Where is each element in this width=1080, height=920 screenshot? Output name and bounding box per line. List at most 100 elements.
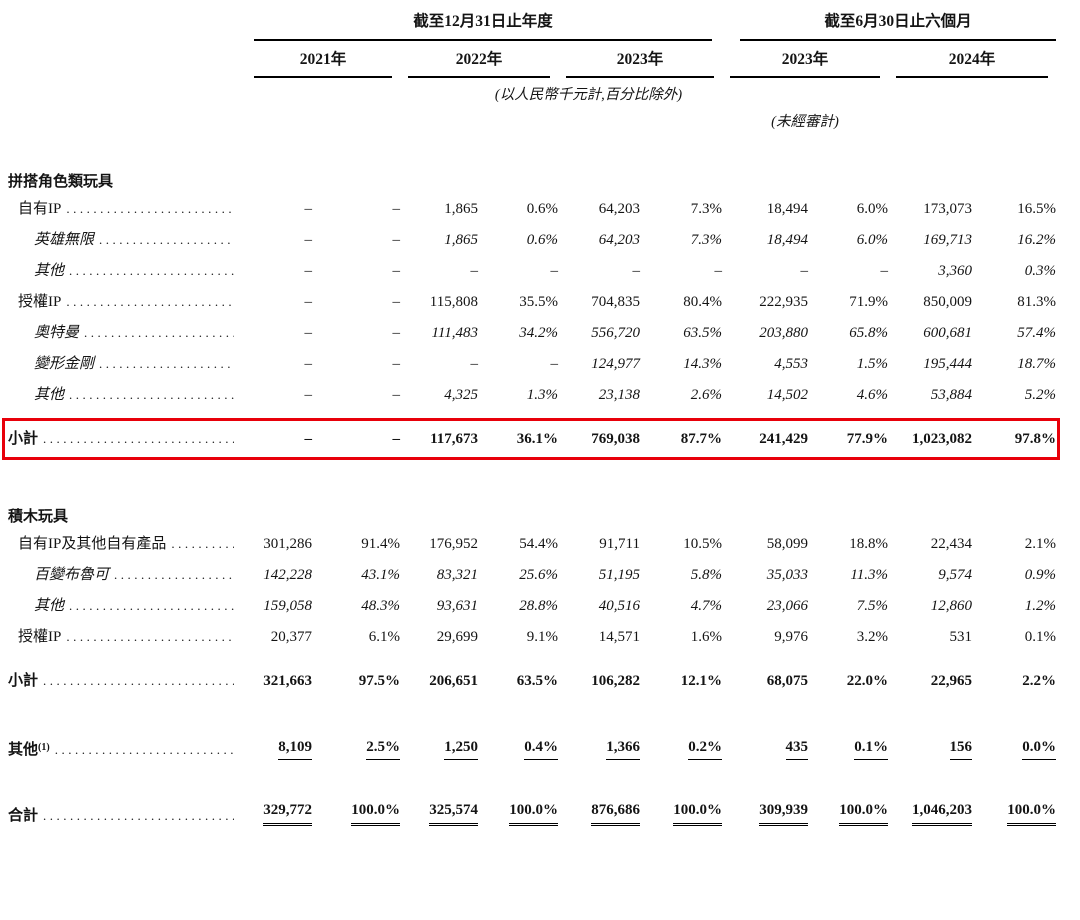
cell-value xyxy=(972,467,1056,529)
year-2021-cell: 2021年 xyxy=(246,41,400,78)
cell-value: 325,574 xyxy=(400,770,478,840)
cell-value: 9,574 xyxy=(938,567,973,583)
cell-value: – xyxy=(304,325,313,341)
cell-value: 195,444 xyxy=(923,356,973,372)
cell-value: 71.9% xyxy=(849,294,889,310)
cell-value: 176,952 xyxy=(429,536,478,552)
cell-value: 14,571 xyxy=(598,629,640,645)
leader-dots xyxy=(55,740,234,760)
table-row: 授權IP 20,377 6.1% 29,699 9.1% 14,571 1.6% 9,976 3… xyxy=(8,622,1056,653)
cell-value: – xyxy=(550,356,559,372)
footnote-marker: (1) xyxy=(38,742,50,753)
empty-header-cell xyxy=(8,8,246,41)
cell-value: 876,686 xyxy=(558,770,640,840)
cell-value xyxy=(246,132,312,194)
cell-value: 4,553 xyxy=(774,356,809,372)
cell-value: 156 xyxy=(888,709,973,770)
year-2023-label: 2023年 xyxy=(566,41,715,78)
cell-value: 97.5% xyxy=(358,673,400,689)
cell-value: 100.0% xyxy=(312,770,400,840)
cell-value: 0.2% xyxy=(640,709,723,770)
leader-dots xyxy=(69,385,234,405)
empty-header-cell xyxy=(888,105,1056,132)
row-label: 變形金剛 xyxy=(34,356,95,372)
cell-value: 64,203 xyxy=(598,201,640,217)
cell-value: 329,772 xyxy=(246,770,312,840)
row-label-cell: 自有IP及其他自有產品 xyxy=(8,529,246,560)
cell-value: 241,429 xyxy=(759,431,809,447)
unaudited-note: (未經審計) xyxy=(771,114,839,130)
cell-value: 1.3% xyxy=(526,387,558,403)
cell-value: – xyxy=(304,387,313,403)
cell-value: 1,250 xyxy=(400,709,478,770)
cell-value: – xyxy=(392,201,401,217)
period-group-interim-label: 截至6月30日止六個月 xyxy=(740,8,1057,41)
cell-value xyxy=(558,467,640,529)
cell-value: 22.0% xyxy=(846,673,889,689)
cell-value: 18.7% xyxy=(1017,356,1057,372)
cell-value: 7.3% xyxy=(690,232,723,248)
cell-value: 22,434 xyxy=(930,536,973,552)
period-group-annual-label: 截至12月31日止年度 xyxy=(254,8,713,41)
leader-dots xyxy=(99,230,234,250)
row-label-cell: 其他 xyxy=(8,256,246,287)
row-label-cell: 其他 (1) xyxy=(8,709,246,770)
cell-value: 111,483 xyxy=(431,325,478,341)
table-row: 其他 – – 4,325 1.3% 23,138 2.6% 14,502 4.6% 53,884 5… xyxy=(8,380,1056,411)
cell-value: – xyxy=(392,325,401,341)
cell-value: 10.5% xyxy=(683,536,723,552)
cell-value: – xyxy=(470,356,479,372)
cell-value: 9,976 xyxy=(774,629,809,645)
cell-value: 2.6% xyxy=(690,387,723,403)
row-label-cell: 授權IP xyxy=(8,622,246,653)
empty-header-cell xyxy=(722,78,1056,105)
cell-value: 14.3% xyxy=(683,356,723,372)
cell-value: – xyxy=(304,201,313,217)
row-label-cell: 拼搭角色類玩具 xyxy=(8,132,246,194)
cell-value: 2.2% xyxy=(1022,673,1057,689)
cell-value: 850,009 xyxy=(923,294,973,310)
cell-value: – xyxy=(632,263,641,279)
cell-value: 769,038 xyxy=(591,431,640,447)
cell-value: 115,808 xyxy=(429,294,478,310)
cell-value xyxy=(478,467,558,529)
row-label: 其他 xyxy=(34,387,65,403)
row-label: 自有IP xyxy=(18,201,62,217)
leader-dots xyxy=(66,627,234,647)
row-label-cell: 自有IP xyxy=(8,194,246,225)
cell-value: 7.3% xyxy=(690,201,723,217)
cell-value: 18.8% xyxy=(849,536,889,552)
year-header-row: 2021年 2022年 2023年 2023年 2024年 xyxy=(8,41,1056,78)
cell-value: – xyxy=(714,263,723,279)
cell-value xyxy=(722,467,808,529)
cell-value: 51,195 xyxy=(598,567,640,583)
table-row: 其他(1)8,1092.5%1,2500.4%1,3660.2%4350.1%1… xyxy=(8,709,1057,770)
cell-value: 48.3% xyxy=(361,598,400,614)
cell-value: 531 xyxy=(949,629,973,645)
cell-value: 58,099 xyxy=(766,536,809,552)
row-label: 其他 xyxy=(8,742,39,758)
cell-value: 57.4% xyxy=(1017,325,1057,341)
row-label: 小計 xyxy=(8,673,39,689)
cell-value: 14,502 xyxy=(766,387,809,403)
cell-value: 3,360 xyxy=(938,263,973,279)
cell-value xyxy=(400,132,478,194)
cell-value: 12,860 xyxy=(930,598,973,614)
leader-dots xyxy=(84,323,234,343)
cell-value: 77.9% xyxy=(846,431,889,447)
year-2022-cell: 2022年 xyxy=(400,41,558,78)
leader-dots xyxy=(171,534,234,554)
cell-value xyxy=(312,467,400,529)
cell-value xyxy=(558,132,640,194)
cell-value: 1,023,082 xyxy=(912,431,973,447)
cell-value: 23,138 xyxy=(598,387,640,403)
cell-value: 6.0% xyxy=(856,232,889,248)
cell-value: 159,058 xyxy=(263,598,312,614)
cell-value: 18,494 xyxy=(766,201,809,217)
cell-value: 16.5% xyxy=(1017,201,1057,217)
row-label-cell: 變形金剛 xyxy=(8,349,246,380)
cell-value: 600,681 xyxy=(923,325,973,341)
table-row: 合計329,772100.0%325,574100.0%876,686100.0… xyxy=(8,770,1057,840)
cell-value: 3.2% xyxy=(856,629,889,645)
cell-value: 35,033 xyxy=(766,567,809,583)
